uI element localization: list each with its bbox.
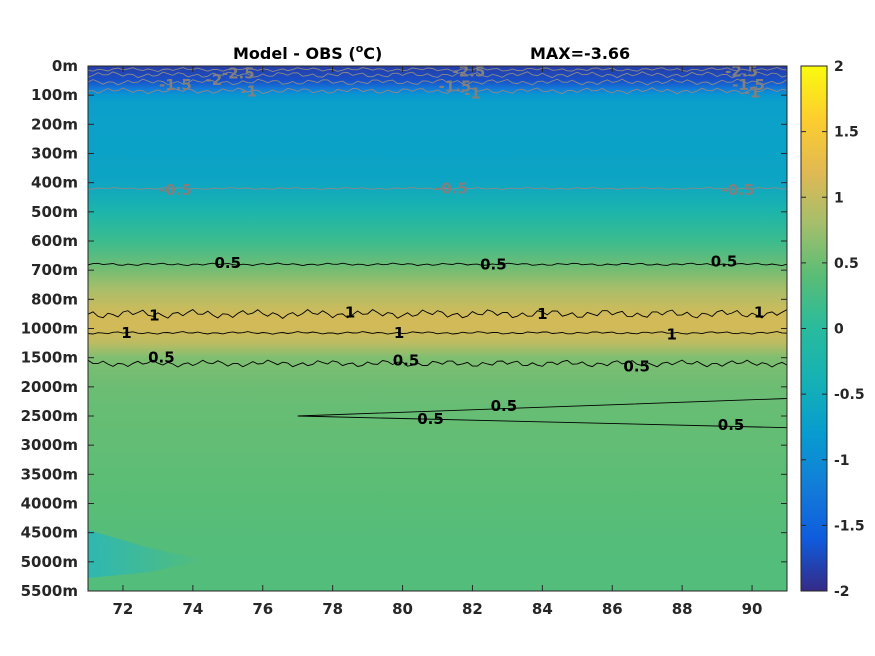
colorbar-tick-label: -0.5 xyxy=(834,387,865,403)
x-tick-label: 88 xyxy=(672,600,693,618)
contour-label: -1.5 xyxy=(159,76,192,94)
contour-line-minus1-5 xyxy=(88,78,787,86)
y-tick-label: 0m xyxy=(52,57,78,75)
contour-line-minus0-5 xyxy=(88,187,787,190)
y-tick-label: 2000m xyxy=(21,378,78,396)
contour-label: 1 xyxy=(149,306,159,324)
y-tick-label: 2500m xyxy=(21,407,78,425)
contour-line-0-5-upper xyxy=(88,262,787,267)
plot-area: -2.5-2-1.5 -1-2.5-1.5-1-2.5-1.5-1-0.5 -0.5… xyxy=(88,62,787,591)
contour-label: -0.5 xyxy=(159,181,192,199)
x-tick-label: 86 xyxy=(602,600,623,618)
y-tick-label: 400m xyxy=(31,174,78,192)
contour-line-0-5-lower xyxy=(88,359,787,368)
contour-label: 0.5 xyxy=(393,352,420,370)
contour-label: -2.5 xyxy=(453,62,486,80)
y-tick-label: 300m xyxy=(31,145,78,163)
x-tick-label: 90 xyxy=(742,600,763,618)
contour-label: 0.5 xyxy=(711,252,738,270)
colorbar-tick-label: -2 xyxy=(834,584,850,600)
contour-label: -1.5 xyxy=(732,76,765,94)
contour-line-minus2-5 xyxy=(88,67,787,72)
colorbar-tick-label: -1.5 xyxy=(834,518,865,534)
y-tick-label: 4500m xyxy=(21,524,78,542)
contour-label: 1 xyxy=(394,324,404,342)
x-tick-label: 76 xyxy=(252,600,273,618)
contour-label: -1 xyxy=(744,83,761,101)
y-tick-label: 5500m xyxy=(21,582,78,600)
colorbar-tick-label: -1 xyxy=(834,453,850,469)
y-tick-label: 200m xyxy=(31,115,78,133)
y-tick-label: 3500m xyxy=(21,465,78,483)
contour-lines xyxy=(88,67,787,429)
x-tick-label: 84 xyxy=(532,600,553,618)
contour-label: -2 xyxy=(205,71,222,89)
contour-line-minus2 xyxy=(88,71,787,79)
deep-cold-patch xyxy=(88,530,205,578)
colorbar-tick-label: 1.5 xyxy=(834,125,859,141)
contour-label: 1 xyxy=(121,324,131,342)
y-tick-label: 5000m xyxy=(21,553,78,571)
contour-label: -2.5 xyxy=(725,62,758,80)
colorbar-tick-label: 0.5 xyxy=(834,256,859,272)
colorbar-tick-label: 2 xyxy=(834,59,844,75)
contour-label: -1.5 xyxy=(439,77,472,95)
contour-label: -0.5 xyxy=(722,181,755,199)
heatmap-field xyxy=(88,66,787,591)
y-tick-label: 800m xyxy=(31,290,78,308)
contour-line-1-lower xyxy=(88,331,787,335)
contour-label: 1 xyxy=(666,325,676,343)
max-label: MAX=-3.66 xyxy=(530,44,630,63)
y-tick-label: 4000m xyxy=(21,495,78,513)
contour-label: 0.5 xyxy=(491,397,518,415)
contour-labels: -2.5-2-1.5 -1-2.5-1.5-1-2.5-1.5-1-0.5 -0.5… xyxy=(121,62,765,434)
contour-line-1-upper xyxy=(88,309,787,319)
y-axis: 0m 100m 200m 300m 400m 500m 600m 700m 800m 1000m 1… xyxy=(21,57,787,600)
contour-label: 0.5 xyxy=(215,254,242,272)
contour-label: 0.5 xyxy=(718,416,745,434)
contour-label: 1 xyxy=(537,305,547,323)
contour-label: 0.5 xyxy=(623,357,650,375)
contour-line-minus1 xyxy=(88,87,787,95)
x-tick-label: 80 xyxy=(392,600,413,618)
x-tick-label: 72 xyxy=(113,600,134,618)
colorbar: 2 1.5 1 0.5 0 -0.5 -1 -1.5 -2 xyxy=(800,59,865,600)
x-axis: 72 74 76 78 80 82 84 86 88 90 xyxy=(113,66,763,618)
y-tick-label: 700m xyxy=(31,261,78,279)
contour-label: -2.5 xyxy=(222,64,255,82)
contour-label: 0.5 xyxy=(148,349,175,367)
y-tick-label: 500m xyxy=(31,203,78,221)
contour-label: -0.5 xyxy=(435,180,468,198)
x-tick-label: 82 xyxy=(462,600,483,618)
y-tick-label: 1500m xyxy=(21,349,78,367)
y-tick-label: 600m xyxy=(31,232,78,250)
y-tick-label: 100m xyxy=(31,86,78,104)
contour-label: 1 xyxy=(345,303,355,321)
contour-label: 1 xyxy=(754,303,764,321)
x-tick-label: 74 xyxy=(182,600,203,618)
contour-label: 0.5 xyxy=(480,255,507,273)
y-tick-label: 3000m xyxy=(21,436,78,454)
colorbar-tick-label: 1 xyxy=(834,190,844,206)
x-tick-label: 78 xyxy=(322,600,343,618)
y-tick-label: 1000m xyxy=(21,320,78,338)
contour-label: 0.5 xyxy=(417,410,444,428)
contour-label: -1 xyxy=(240,83,257,101)
colorbar-tick-label: 0 xyxy=(834,322,844,338)
chart-title: Model - OBS (oC) xyxy=(233,42,382,63)
contour-label: -1 xyxy=(464,85,481,103)
contour-line-0-5-tongue xyxy=(297,398,787,429)
colorbar-ticks: 2 1.5 1 0.5 0 -0.5 -1 -1.5 -2 xyxy=(801,59,865,600)
